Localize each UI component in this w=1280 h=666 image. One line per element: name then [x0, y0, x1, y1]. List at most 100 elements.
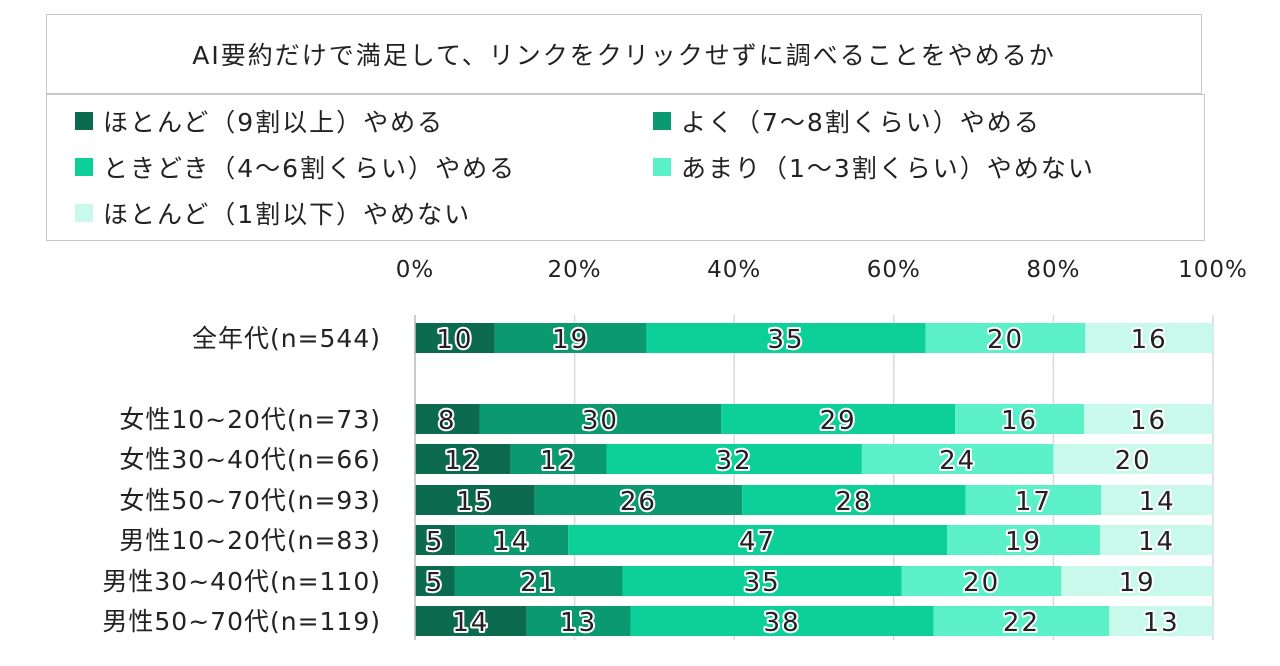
data-label: 14: [1138, 527, 1175, 557]
bar-segment: [415, 525, 456, 555]
data-label: 20: [987, 325, 1024, 355]
bar-segment: [933, 606, 1110, 636]
bar-segment: [955, 404, 1085, 434]
legend-swatch: [653, 158, 671, 176]
chart-title: AI要約だけで満足して、リンクをクリックせずに調べることをやめるか: [46, 14, 1202, 94]
data-label: 35: [768, 325, 805, 355]
bar-segment: [534, 485, 743, 515]
bar-segment: [510, 444, 607, 474]
data-label: 19: [1119, 568, 1156, 598]
legend-swatch: [653, 112, 671, 130]
data-label: 29: [820, 406, 857, 436]
data-label: 8: [438, 406, 457, 436]
data-label: 15: [456, 487, 493, 517]
x-tick-label: 40%: [707, 257, 761, 283]
data-label: 16: [1001, 406, 1038, 436]
data-label: 5: [426, 527, 445, 557]
data-label: 24: [939, 446, 976, 476]
bar-segment: [415, 485, 535, 515]
category-label: 女性10~20代(n=73): [119, 405, 381, 434]
data-label: 5: [426, 568, 445, 598]
bar-segment: [415, 444, 511, 474]
legend-swatch: [75, 204, 93, 222]
bar-segment: [454, 566, 623, 596]
data-label: 30: [582, 406, 619, 436]
bar-segment: [622, 566, 902, 596]
legend-swatch: [75, 158, 93, 176]
bar-segment: [721, 404, 956, 434]
legend-label: ほとんど（1割以下）やめない: [103, 200, 472, 229]
bar-segment: [494, 323, 647, 353]
data-label: 19: [1005, 527, 1042, 557]
x-tick-label: 20%: [548, 257, 602, 283]
data-label: 20: [963, 568, 1000, 598]
bar-segment: [861, 444, 1054, 474]
bar-segment: [1084, 404, 1213, 434]
data-label: 14: [452, 608, 489, 638]
x-tick-label: 0%: [396, 257, 435, 283]
bar-segment: [455, 525, 569, 555]
category-label: 男性10~20代(n=83): [119, 526, 381, 555]
category-label: 男性30~40代(n=110): [102, 567, 381, 596]
category-label: 男性50~70代(n=119): [102, 607, 381, 636]
category-label: 全年代(n=544): [192, 324, 381, 353]
bar-segment: [606, 444, 862, 474]
data-label: 38: [764, 608, 801, 638]
bar-segment: [947, 525, 1101, 555]
data-label: 20: [1115, 446, 1152, 476]
bar-segment: [415, 404, 480, 434]
data-label: 16: [1131, 325, 1168, 355]
data-label: 12: [540, 446, 577, 476]
data-label: 17: [1015, 487, 1052, 517]
legend-item-sometimes-stop: ときどき（4～6割くらい）やめる: [75, 149, 516, 185]
bar-segment: [1053, 444, 1213, 474]
bar-segment: [479, 404, 722, 434]
category-label: 女性30~40代(n=66): [119, 445, 381, 474]
category-label: 女性50~70代(n=93): [119, 486, 381, 515]
data-label: 21: [520, 568, 557, 598]
legend: ほとんど（9割以上）やめる よく（7～8割くらい）やめる ときどき（4～6割くら…: [46, 94, 1205, 241]
data-label: 12: [444, 446, 481, 476]
bar-segment: [965, 485, 1102, 515]
bar-segment: [415, 566, 455, 596]
data-label: 13: [1143, 608, 1180, 638]
legend-item-often-stop: よく（7～8割くらい）やめる: [653, 103, 1041, 139]
data-label: 47: [739, 527, 776, 557]
x-tick-label: 80%: [1026, 257, 1080, 283]
legend-label: ほとんど（9割以上）やめる: [103, 108, 445, 137]
bar-segment: [901, 566, 1062, 596]
data-label: 28: [835, 487, 872, 517]
bar-segment: [415, 323, 495, 353]
legend-label: あまり（1～3割くらい）やめない: [681, 154, 1095, 183]
data-label: 26: [620, 487, 657, 517]
x-tick-label: 100%: [1178, 257, 1248, 283]
legend-item-almost-never-stop: ほとんど（1割以下）やめない: [75, 195, 471, 231]
bar-segment: [1085, 323, 1213, 353]
legend-item-rarely-stop: あまり（1～3割くらい）やめない: [653, 149, 1095, 185]
data-label: 13: [560, 608, 597, 638]
bar-segment: [415, 606, 527, 636]
data-label: 35: [744, 568, 781, 598]
bar-segment: [1061, 566, 1213, 596]
bar-segment: [646, 323, 926, 353]
bar-segment: [1109, 606, 1213, 636]
legend-swatch: [75, 112, 93, 130]
legend-item-almost-always-stop: ほとんど（9割以上）やめる: [75, 103, 444, 139]
data-label: 19: [552, 325, 589, 355]
data-label: 32: [716, 446, 753, 476]
bar-segment: [742, 485, 966, 515]
data-label: 16: [1130, 406, 1167, 436]
data-label: 14: [493, 527, 530, 557]
data-label: 14: [1139, 487, 1176, 517]
legend-label: ときどき（4～6割くらい）やめる: [103, 154, 517, 183]
legend-label: よく（7～8割くらい）やめる: [681, 108, 1041, 137]
bar-segment: [526, 606, 631, 636]
x-tick-label: 60%: [867, 257, 921, 283]
data-label: 10: [436, 325, 473, 355]
bar-segment: [925, 323, 1086, 353]
bar-segment: [1101, 485, 1213, 515]
bar-segment: [568, 525, 947, 555]
data-label: 22: [1003, 608, 1040, 638]
bar-segment: [1100, 525, 1213, 555]
